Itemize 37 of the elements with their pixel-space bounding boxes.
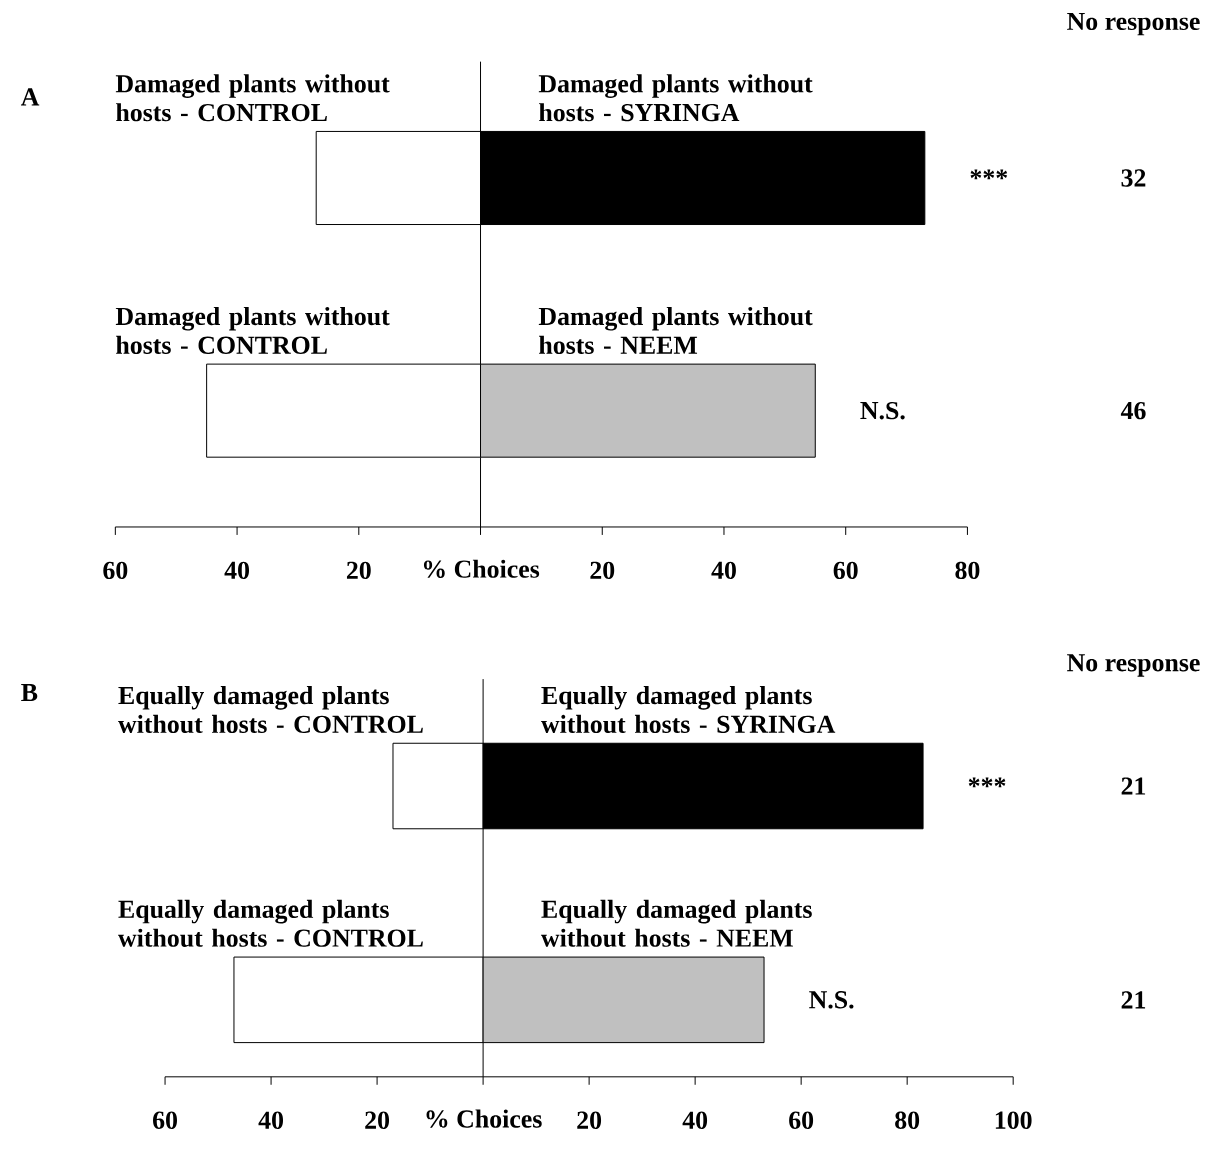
x-tick-label: 60: [789, 1111, 814, 1129]
x-tick-label: 60: [103, 561, 128, 579]
text: A: [21, 88, 40, 106]
chart-title: B: [21, 683, 38, 701]
x-axis-title: % Choices: [423, 559, 540, 578]
x-tick-label: 80: [895, 1111, 920, 1129]
annotation: Damaged plants without hosts - CONTROL: [115, 74, 390, 122]
y-tick-label: Damaged plants without hosts - NEEM: [538, 306, 813, 354]
text: 32: [1121, 169, 1146, 187]
x-tick-label: 20: [365, 1111, 390, 1129]
x-tick-label: 100: [995, 1111, 1032, 1129]
text: ***: [970, 169, 1008, 180]
y-tick-label: Equally damaged plants without hosts - SYRINGA: [541, 685, 836, 733]
x-tick-label: 20: [346, 561, 371, 579]
text: 21: [1121, 991, 1146, 1009]
text: 46: [1120, 401, 1146, 420]
text: 21: [1121, 777, 1146, 795]
x-tick-label: 40: [258, 1111, 284, 1129]
x-axis-title: % Choices: [426, 1109, 542, 1128]
x-tick-label: 40: [711, 561, 736, 579]
annotation: N.S.: [860, 401, 905, 420]
x-tick-label: 60: [153, 1111, 177, 1129]
x-tick-label: 80: [955, 561, 980, 579]
x-tick-label: 40: [224, 561, 250, 579]
annotation: N.S.: [809, 990, 854, 1009]
x-tick-label: 20: [577, 1111, 602, 1129]
text: No response: [1067, 12, 1200, 36]
x-tick-label: 40: [682, 1111, 708, 1129]
annotation: Damaged plants without hosts - CONTROL: [115, 306, 390, 354]
text: No response: [1067, 654, 1200, 677]
annotation: Equally damaged plants without hosts - CONTROL: [118, 899, 423, 947]
y-tick-label: Equally damaged plants without hosts - NEEM: [541, 899, 812, 947]
annotation: Equally damaged plants without hosts - CONTROL: [118, 685, 423, 733]
y-tick-label: Damaged plants without hosts - SYRINGA: [538, 74, 813, 122]
x-tick-label: 60: [833, 561, 858, 579]
x-tick-label: 20: [590, 561, 615, 579]
annotation: ***: [968, 777, 1006, 788]
